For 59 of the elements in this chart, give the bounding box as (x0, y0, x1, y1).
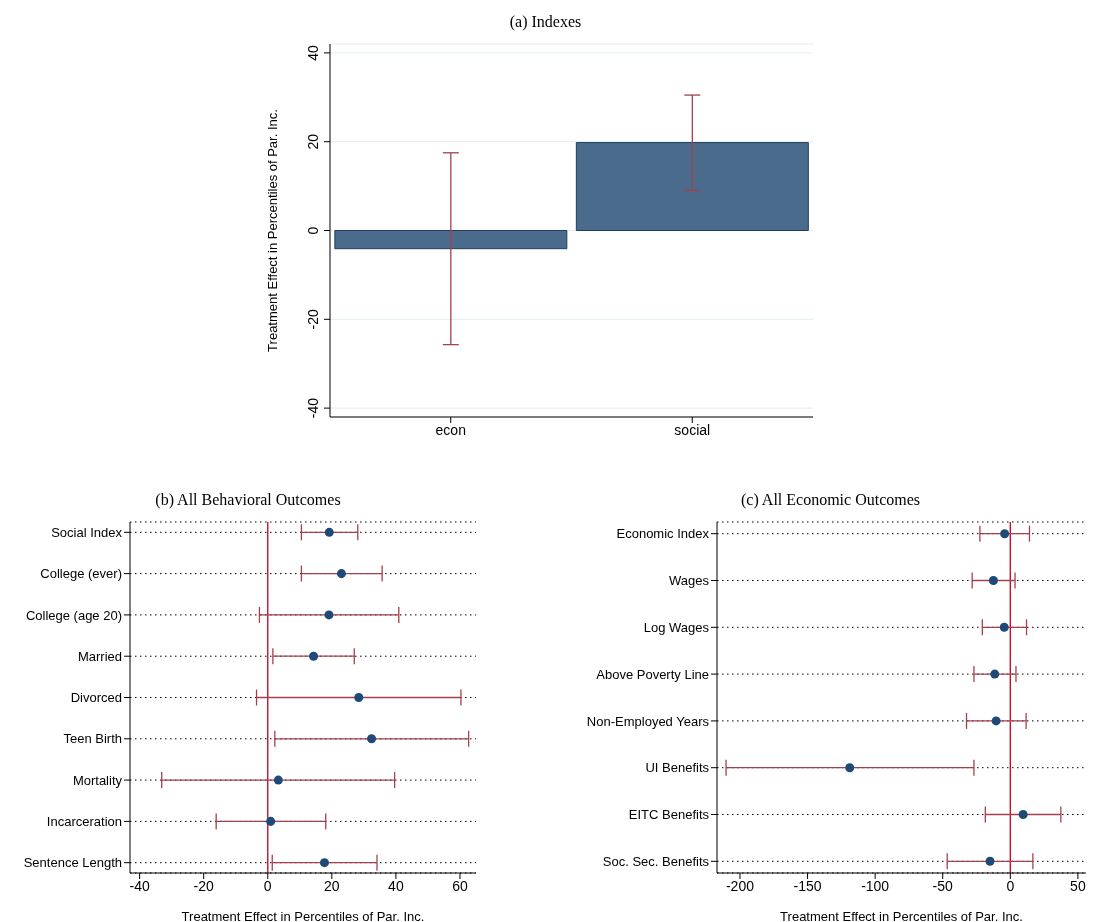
x-tick-label: -20 (193, 877, 215, 894)
x-axis-title: Treatment Effect in Percentiles of Par. Inc. (780, 909, 1023, 922)
x-tick-label: -100 (861, 877, 890, 894)
x-tick-label: 50 (1070, 877, 1086, 894)
point (988, 575, 998, 586)
y-tick-label: EITC Benefits (628, 807, 710, 823)
point (266, 816, 276, 826)
y-tick-label: Divorced (70, 690, 122, 706)
point (273, 775, 283, 785)
x-tick-label: 60 (452, 877, 468, 894)
point (845, 763, 855, 773)
y-axis-title: Treatment Effect in Percentiles of Par. Inc. (264, 109, 280, 352)
y-tick-label: 0 (305, 226, 321, 235)
x-tick-label: 40 (388, 877, 404, 894)
point (354, 692, 364, 703)
y-tick-label: Log Wages (643, 619, 710, 635)
x-axis-title: Treatment Effect in Percentiles of Par. Inc. (181, 909, 425, 922)
point (367, 734, 377, 744)
y-tick-label: -20 (305, 308, 321, 330)
x-tick-label: 20 (324, 877, 340, 894)
y-tick-label: Incarceration (46, 814, 122, 829)
point (336, 569, 346, 579)
point (999, 622, 1009, 632)
y-tick-label: Sentence Length (23, 855, 122, 871)
chart-title: (a) Indexes (508, 12, 583, 33)
point (990, 669, 1000, 679)
y-tick-label: College (age 20) (25, 607, 122, 623)
y-tick-label: 20 (305, 133, 321, 150)
y-tick-label: UI Benefits (645, 760, 710, 776)
point (985, 856, 995, 866)
y-tick-label: Married (77, 648, 122, 664)
point (319, 858, 329, 868)
x-tick-label: 0 (263, 877, 272, 894)
y-tick-label: Teen Birth (63, 731, 122, 747)
y-tick-label: Mortality (72, 772, 123, 788)
chart-title: (b) All Behavioral Outcomes (154, 490, 342, 511)
y-tick-label: Economic Index (616, 526, 710, 542)
x-tick-label: econ (435, 421, 466, 438)
point (324, 610, 334, 620)
chart-title: (c) All Economic Outcomes (739, 490, 922, 511)
point (1018, 809, 1028, 820)
x-tick-label: 0 (1006, 877, 1015, 894)
point (1000, 529, 1010, 539)
y-tick-label: Social Index (51, 524, 123, 540)
y-tick-label: College (ever) (40, 566, 122, 582)
y-tick-label: Wages (669, 573, 710, 589)
x-tick-label: social (674, 421, 711, 438)
point (991, 716, 1001, 726)
y-tick-label: -40 (305, 397, 321, 419)
y-tick-label: Non-Employed Years (586, 713, 710, 729)
point (309, 651, 319, 661)
x-tick-label: -50 (932, 877, 954, 894)
y-tick-label: Above Poverty Line (596, 666, 709, 682)
y-tick-label: Soc. Sec. Benefits (602, 853, 710, 869)
x-tick-label: -200 (725, 877, 755, 894)
y-tick-label: 40 (305, 44, 321, 61)
x-tick-label: -40 (129, 877, 150, 894)
point (324, 527, 334, 537)
x-tick-label: -150 (793, 877, 822, 894)
